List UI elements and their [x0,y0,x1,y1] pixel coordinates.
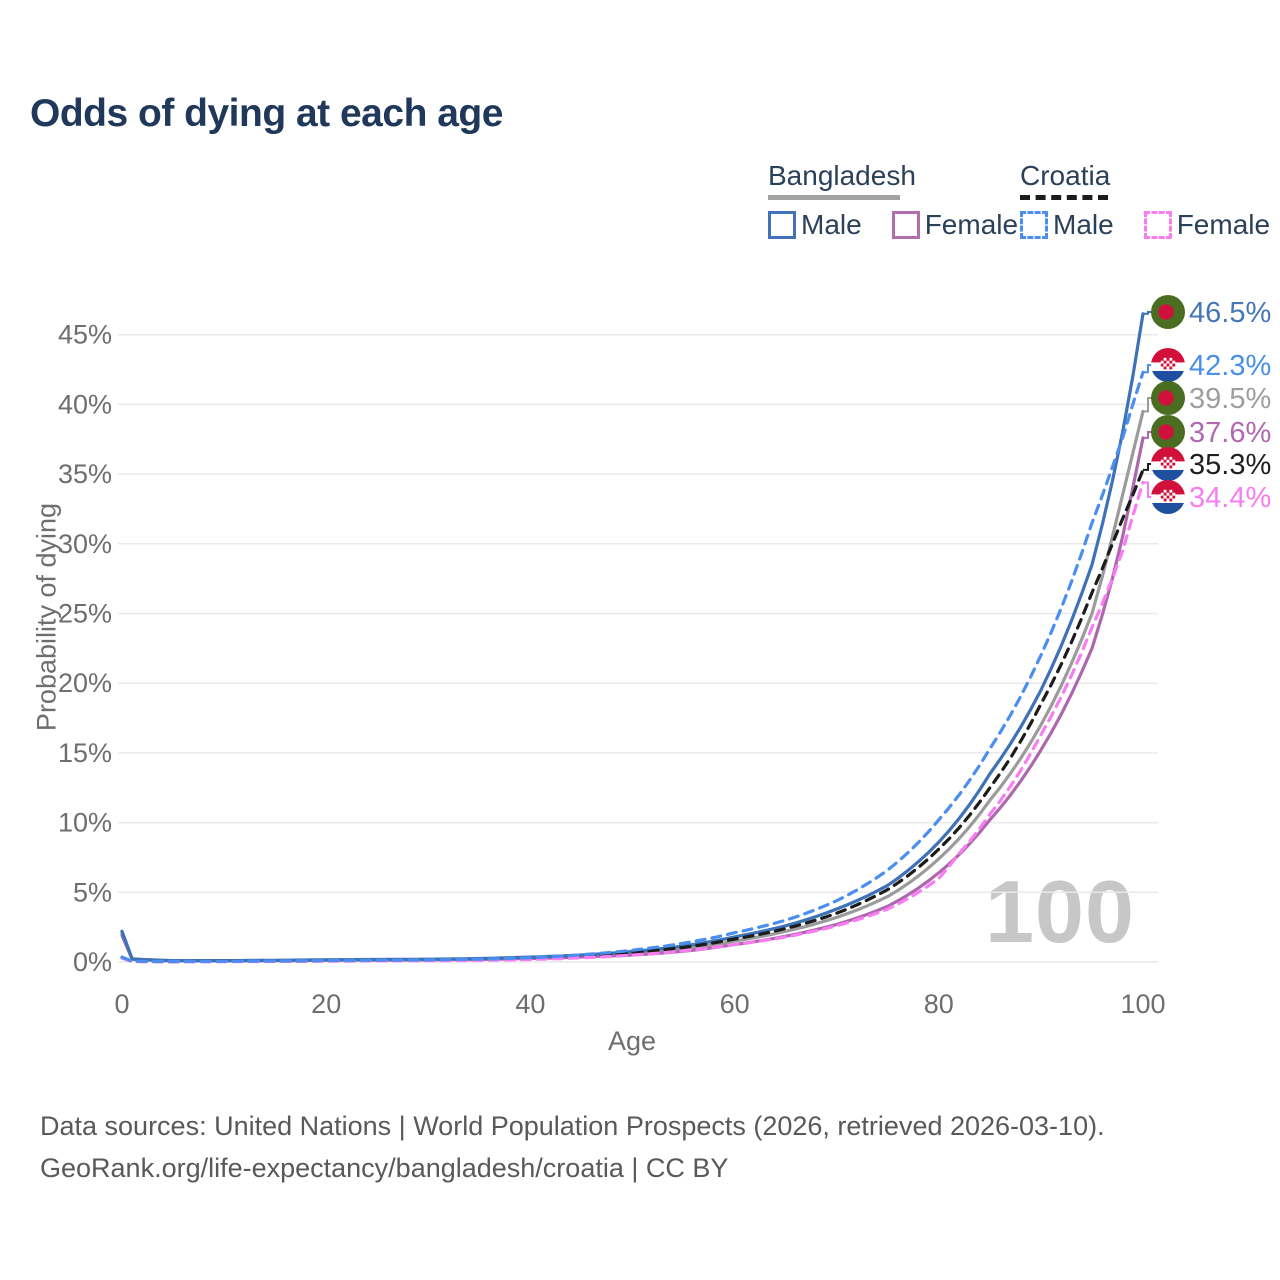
y-tick-label: 25% [58,599,112,629]
legend-label-bangladesh-female: Female [924,209,1019,240]
legend-item-croatia-female[interactable]: Female [1143,209,1271,241]
end-value-label-hr_total: 35.3% [1189,449,1271,481]
y-tick-label: 5% [73,877,112,907]
bangladesh-flag-icon [1151,295,1185,329]
legend-country-bangladesh: Bangladesh [768,160,916,191]
y-tick-label: 0% [73,947,112,977]
end-value-label-bd_female: 37.6% [1189,417,1271,449]
attribution-line: GeoRank.org/life-expectancy/bangladesh/c… [40,1152,729,1183]
series-line-bd_total [120,409,1145,963]
series-line-hr_female [120,480,1145,964]
legend-group-croatia: Croatia Male Female [1020,160,1280,241]
series-line-hr_total [120,468,1145,964]
y-tick-label: 15% [58,738,112,768]
x-axis-title: Age [607,1026,657,1056]
bangladesh-male-swatch-icon [768,211,796,239]
y-tick-label: 40% [58,389,112,419]
leader-line-hr_male [1143,364,1152,374]
croatia-flag-icon [1151,348,1185,382]
legend-item-croatia-male[interactable]: Male [1020,209,1114,241]
legend-solid-line-sample [768,195,900,200]
y-axis-title: Probability of dying [31,502,62,732]
y-tick-label: 30% [58,529,112,559]
x-tick-label: 80 [924,989,954,1019]
leader-line-bd_male [1143,311,1152,315]
leader-line-bd_total [1143,397,1152,413]
bangladesh-female-swatch-icon [891,211,920,239]
legend-group-bangladesh: Bangladesh Male Female [768,160,1048,241]
leader-line-hr_total [1143,463,1152,471]
end-value-label-bd_male: 46.5% [1189,297,1271,329]
end-value-label-hr_male: 42.3% [1189,350,1271,382]
croatia-flag-icon [1151,480,1185,514]
x-tick-label: 100 [1120,989,1165,1019]
end-value-label-bd_total: 39.5% [1189,383,1271,415]
bangladesh-flag-icon [1151,415,1185,449]
leader-line-bd_female [1143,431,1152,439]
series-line-bd_female [120,436,1145,963]
legend-item-bangladesh-male[interactable]: Male [768,209,862,241]
bangladesh-flag-icon [1151,381,1185,415]
croatia-female-swatch-icon [1143,211,1172,239]
x-tick-label: 40 [515,989,545,1019]
leader-line-hr_female [1143,481,1152,498]
series-line-hr_male [120,370,1145,963]
x-tick-label: 20 [311,989,341,1019]
y-tick-label: 35% [58,459,112,489]
legend-label-croatia-female: Female [1176,209,1271,240]
croatia-flag-icon [1151,447,1185,481]
legend-dashed-line-sample [1020,195,1108,200]
page-title: Odds of dying at each age [30,92,503,135]
legend-label-bangladesh-male: Male [801,209,862,240]
legend-label-croatia-male: Male [1053,209,1114,240]
x-tick-label: 60 [720,989,750,1019]
data-source-line: Data sources: United Nations | World Pop… [40,1111,1105,1141]
legend-item-bangladesh-female[interactable]: Female [891,209,1019,241]
footer: Data sources: United Nations | World Pop… [40,1106,1105,1190]
x-tick-label: 0 [114,989,129,1019]
croatia-male-swatch-icon [1020,211,1048,239]
y-tick-label: 10% [58,808,112,838]
end-value-label-hr_female: 34.4% [1189,482,1271,514]
age-counter-watermark: 100 [985,862,1135,961]
series-line-bd_male [120,312,1145,963]
y-tick-label: 20% [58,668,112,698]
y-tick-label: 45% [58,320,112,350]
legend-country-croatia: Croatia [1020,160,1111,191]
